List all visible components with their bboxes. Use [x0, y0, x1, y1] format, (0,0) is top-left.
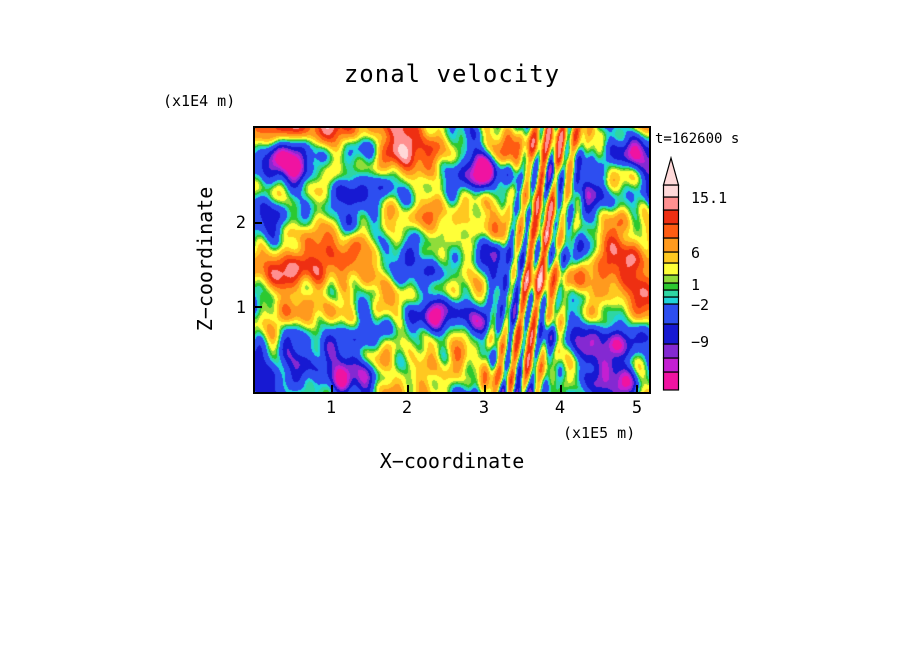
- plot-frame: [253, 126, 651, 394]
- y-tick-label: 1: [235, 298, 246, 318]
- x-tick-label: 1: [325, 398, 337, 418]
- y-tick: [255, 306, 262, 308]
- colorbar-label: 15.1: [691, 189, 728, 207]
- chart-title: zonal velocity: [343, 60, 561, 88]
- colorbar-label: −9: [691, 333, 710, 351]
- time-annotation: t=162600 s: [655, 131, 740, 147]
- x-tick: [636, 385, 638, 392]
- y-tick: [255, 222, 262, 224]
- y-axis-title: Z−coordinate: [193, 186, 217, 332]
- colorbar-label: −2: [691, 296, 710, 314]
- y-axis-unit: (x1E4 m): [163, 92, 236, 110]
- x-tick-label: 4: [554, 398, 566, 418]
- y-tick-label: 2: [235, 213, 246, 233]
- x-tick-label: 3: [478, 398, 490, 418]
- colorbar-label: 1: [691, 276, 701, 294]
- colorbar: [662, 156, 680, 391]
- x-tick: [331, 385, 333, 392]
- x-tick: [484, 385, 486, 392]
- x-axis-title: X−coordinate: [379, 449, 525, 473]
- contour-field: [255, 128, 649, 392]
- x-tick-label: 5: [631, 398, 643, 418]
- x-tick-label: 2: [401, 398, 413, 418]
- x-axis-unit: (x1E5 m): [563, 424, 636, 442]
- x-tick: [407, 385, 409, 392]
- colorbar-label: 6: [691, 244, 701, 262]
- x-tick: [560, 385, 562, 392]
